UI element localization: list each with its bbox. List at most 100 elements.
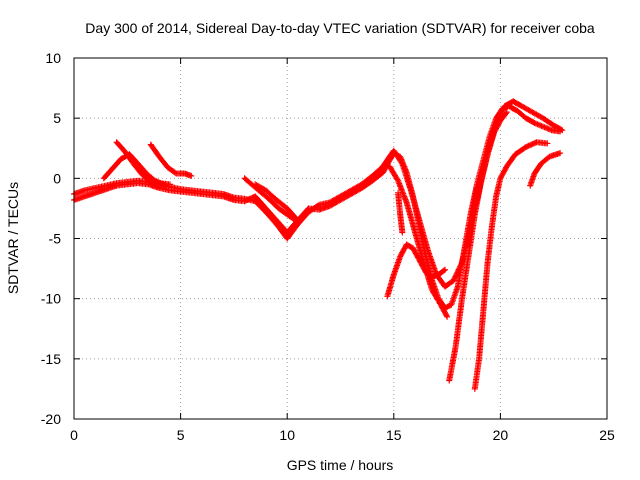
data-point	[156, 153, 170, 170]
data-point	[358, 173, 375, 188]
series-arc-13	[465, 184, 480, 248]
x-tick-label: 25	[599, 427, 615, 443]
data-point	[294, 217, 301, 224]
data-point	[262, 209, 279, 226]
data-point	[523, 115, 537, 126]
data-series	[71, 98, 566, 392]
data-point	[557, 150, 564, 157]
data-point	[399, 160, 414, 192]
data-point	[459, 255, 472, 302]
data-point	[512, 144, 528, 158]
data-point	[305, 202, 321, 215]
data-point	[435, 267, 447, 278]
data-point	[337, 191, 353, 203]
data-point	[369, 164, 385, 179]
data-point	[71, 193, 87, 203]
data-point	[452, 297, 465, 350]
data-point	[473, 184, 480, 191]
data-point	[529, 109, 545, 121]
y-tick-label: -5	[49, 231, 62, 247]
data-point	[241, 175, 255, 188]
plot-frame	[73, 57, 608, 420]
y-tick-labels: -20 -15 -10 -5 0 5 10	[41, 50, 61, 427]
data-point	[284, 222, 300, 242]
series-arc-7	[252, 181, 301, 224]
data-point	[397, 211, 406, 234]
data-point	[188, 172, 195, 179]
data-point	[164, 164, 179, 176]
x-tick-label: 10	[279, 427, 295, 443]
data-point	[540, 115, 556, 128]
series-arc-10	[395, 189, 406, 236]
data-point	[444, 313, 451, 320]
data-point	[267, 197, 281, 211]
data-point	[416, 217, 431, 252]
data-point	[420, 259, 435, 292]
data-point	[135, 160, 149, 176]
data-point	[403, 199, 418, 234]
data-point	[484, 131, 497, 158]
series-arc-9	[386, 163, 451, 320]
data-point	[130, 160, 145, 177]
data-point	[380, 154, 392, 170]
data-point	[550, 122, 564, 133]
data-point	[537, 154, 552, 167]
data-point	[100, 166, 115, 182]
data-point	[450, 261, 465, 284]
x-tick-labels: 0 5 10 15 20 25	[70, 427, 615, 443]
data-point	[497, 110, 509, 124]
data-point	[480, 261, 491, 314]
data-point	[488, 195, 499, 230]
data-point	[476, 309, 487, 362]
data-point	[403, 241, 415, 251]
data-point	[446, 345, 459, 384]
y-tick-label: -15	[41, 351, 61, 367]
data-point	[442, 278, 456, 290]
x-tick-label: 5	[177, 427, 185, 443]
data-point	[143, 170, 157, 183]
data-point	[326, 197, 343, 209]
data-point	[258, 189, 272, 202]
data-point	[390, 147, 405, 166]
data-point	[250, 182, 264, 195]
x-tick-label: 20	[493, 427, 509, 443]
data-point	[469, 186, 480, 218]
data-point	[139, 171, 153, 184]
y-tick-label: 5	[53, 110, 61, 126]
data-point	[399, 229, 406, 236]
data-point	[397, 242, 409, 260]
data-point	[109, 157, 123, 172]
data-point	[162, 182, 169, 189]
data-point	[273, 221, 290, 241]
data-point	[410, 245, 422, 262]
data-point	[358, 178, 375, 191]
data-point	[326, 194, 343, 206]
data-point	[275, 205, 289, 217]
data-point	[390, 255, 403, 278]
data-point	[262, 187, 279, 202]
data-point	[386, 163, 401, 183]
data-point	[491, 118, 503, 136]
series-arc-4	[100, 151, 169, 189]
data-point	[493, 176, 503, 200]
data-point	[395, 177, 409, 204]
data-point	[252, 181, 268, 193]
data-point	[384, 273, 397, 300]
data-point	[348, 182, 364, 194]
data-point	[126, 151, 140, 166]
x-tick-label: 15	[386, 427, 402, 443]
axis-ticks	[73, 57, 608, 420]
x-tick-label: 0	[70, 427, 78, 443]
data-point	[284, 205, 300, 223]
data-point	[471, 357, 482, 392]
data-point	[395, 189, 403, 216]
data-point	[273, 197, 289, 211]
y-tick-label: 0	[53, 170, 61, 186]
chart-title: Day 300 of 2014, Sidereal Day-to-day VTE…	[85, 20, 595, 36]
data-point	[429, 287, 443, 307]
data-point	[448, 285, 461, 308]
grid-lines	[74, 58, 607, 419]
data-point	[412, 229, 427, 265]
data-point	[518, 103, 534, 115]
